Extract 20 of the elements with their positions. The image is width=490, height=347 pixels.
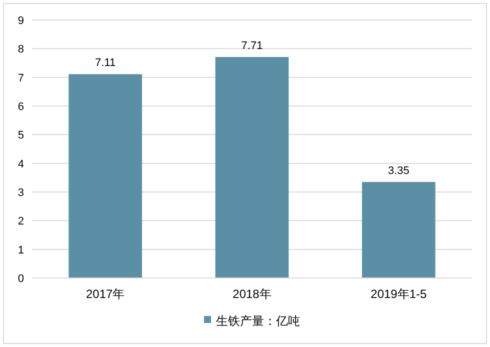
y-tick-label: 5 [18, 130, 24, 142]
y-tick-label: 7 [18, 72, 24, 84]
x-tick-label: 2018年 [232, 287, 272, 301]
y-tick-label: 9 [18, 15, 24, 27]
data-label: 7.11 [95, 57, 116, 70]
y-tick-label: 0 [18, 273, 24, 285]
bar [68, 74, 142, 278]
data-label: 3.35 [388, 164, 410, 177]
bar [362, 182, 436, 278]
y-tick-label: 8 [18, 44, 24, 56]
x-tick-label: 2019年1-5 [370, 287, 428, 301]
x-tick-label: 2017年 [86, 287, 125, 301]
y-tick-label: 6 [18, 101, 24, 113]
data-label: 7.71 [241, 40, 263, 52]
legend-label: 生铁产量：亿吨 [216, 314, 300, 328]
bar [215, 56, 289, 278]
y-tick-label: 4 [18, 158, 24, 170]
y-tick-label: 3 [18, 187, 24, 199]
y-tick-label: 1 [18, 244, 24, 256]
y-tick-label: 2 [18, 216, 24, 228]
